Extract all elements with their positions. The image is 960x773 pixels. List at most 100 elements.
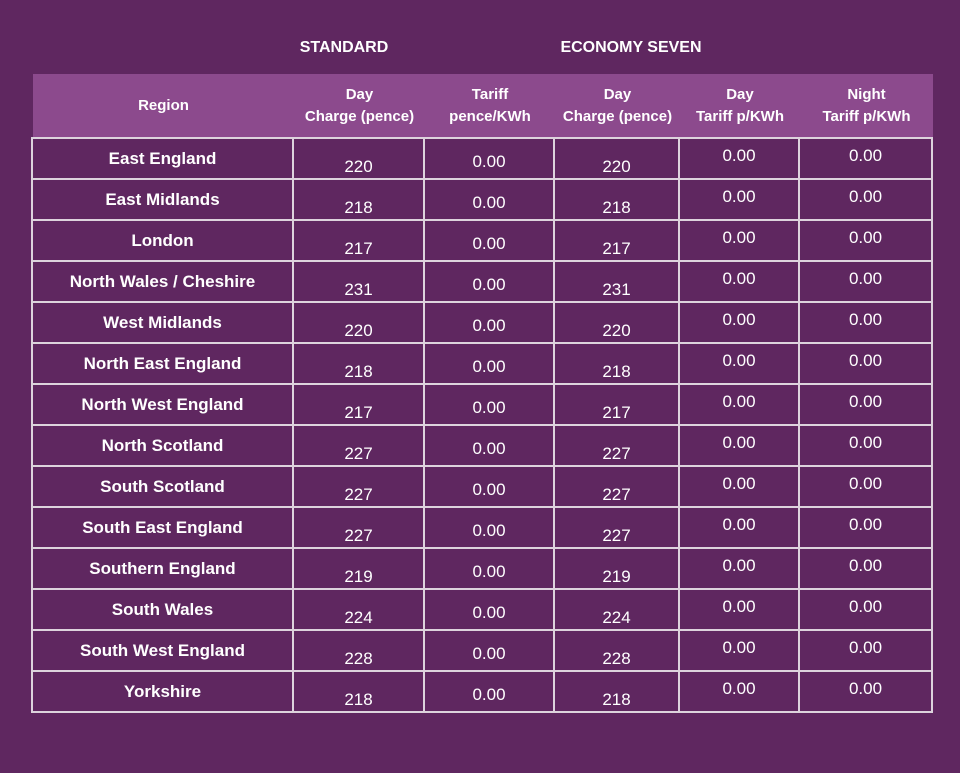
table-cell: 0.00: [423, 588, 555, 631]
region-name: South Wales: [111, 600, 214, 619]
table-cell: 0.00: [798, 588, 933, 631]
table-cell: 219: [292, 547, 425, 590]
cell-value: 0.00: [722, 187, 756, 206]
table-cell: 0.00: [423, 260, 555, 303]
table-cell: 219: [553, 547, 680, 590]
cell-value: 0.00: [472, 644, 506, 663]
header-band: [33, 74, 933, 137]
table-cell: 218: [292, 178, 425, 221]
cell-value: 0.00: [722, 515, 756, 534]
cell-value: 227: [344, 485, 373, 504]
column-header: Night Tariff p/KWh: [822, 85, 911, 125]
cell-value: 0.00: [722, 351, 756, 370]
table-cell: 0.00: [798, 260, 933, 303]
region-name: Yorkshire: [123, 682, 202, 701]
table-cell: 218: [553, 342, 680, 385]
cell-value: 0.00: [848, 474, 883, 493]
table-cell: 0.00: [423, 301, 555, 344]
table-cell: Southern England: [31, 547, 294, 590]
table-cell: 218: [553, 670, 680, 713]
cell-value: 0.00: [472, 152, 506, 171]
cell-value: 0.00: [848, 638, 883, 657]
cell-value: 231: [344, 280, 373, 299]
table-cell: West Midlands: [31, 301, 294, 344]
table-cell: 224: [292, 588, 425, 631]
cell-value: 0.00: [722, 638, 756, 657]
cell-value: 0.00: [722, 556, 756, 575]
table-cell: 220: [292, 137, 425, 180]
cell-value: 218: [602, 690, 631, 709]
cell-value: 0.00: [848, 392, 883, 411]
cell-value: 0.00: [848, 269, 883, 288]
region-name: North West England: [81, 395, 244, 414]
cell-value: 218: [602, 198, 631, 217]
cell-value: 0.00: [722, 310, 756, 329]
cell-value: 0.00: [722, 474, 756, 493]
table-cell: 0.00: [798, 383, 933, 426]
cell-value: 0.00: [722, 269, 756, 288]
table-cell: 0.00: [423, 137, 555, 180]
cell-value: 218: [344, 362, 373, 381]
cell-value: 0.00: [848, 433, 883, 452]
column-header: Region: [138, 96, 189, 114]
cell-value: 231: [602, 280, 631, 299]
cell-value: 219: [602, 567, 631, 586]
table-cell: South West England: [31, 629, 294, 672]
cell-value: 220: [344, 321, 373, 340]
cell-value: 220: [602, 321, 631, 340]
table-cell: 217: [553, 383, 680, 426]
table-cell: 227: [292, 424, 425, 467]
table-cell: London: [31, 219, 294, 262]
cell-value: 0.00: [848, 228, 883, 247]
group-header: STANDARD: [299, 39, 389, 56]
table-cell: 228: [292, 629, 425, 672]
table-cell: 0.00: [423, 424, 555, 467]
cell-value: 0.00: [472, 234, 506, 253]
cell-value: 228: [602, 649, 631, 668]
table-cell: Yorkshire: [31, 670, 294, 713]
table-cell: 0.00: [423, 383, 555, 426]
table-cell: 220: [553, 301, 680, 344]
region-name: North Wales / Cheshire: [69, 272, 256, 291]
table-cell: North Wales / Cheshire: [31, 260, 294, 303]
cell-value: 217: [602, 403, 631, 422]
table-cell: 0.00: [678, 629, 800, 672]
cell-value: 0.00: [848, 310, 883, 329]
table-cell: 220: [553, 137, 680, 180]
cell-value: 0.00: [472, 480, 506, 499]
table-cell: 0.00: [678, 670, 800, 713]
cell-value: 0.00: [848, 351, 883, 370]
table-cell: 0.00: [423, 629, 555, 672]
table-cell: 0.00: [798, 670, 933, 713]
column-header: Tariff pence/KWh: [449, 85, 531, 125]
region-name: Southern England: [89, 559, 236, 578]
region-name: East England: [108, 149, 217, 168]
table-cell: 224: [553, 588, 680, 631]
table-cell: South Wales: [31, 588, 294, 631]
table-cell: 0.00: [798, 629, 933, 672]
cell-value: 0.00: [722, 679, 756, 698]
table-cell: 0.00: [678, 260, 800, 303]
table-cell: 0.00: [678, 342, 800, 385]
cell-value: 227: [602, 526, 631, 545]
table-cell: 218: [553, 178, 680, 221]
table-cell: 0.00: [423, 342, 555, 385]
region-name: London: [131, 231, 194, 250]
table-cell: 217: [292, 383, 425, 426]
region-name: East Midlands: [105, 190, 220, 209]
column-header: Day Charge (pence): [304, 85, 415, 125]
cell-value: 227: [602, 485, 631, 504]
table-cell: North Scotland: [31, 424, 294, 467]
cell-value: 228: [344, 649, 373, 668]
cell-value: 0.00: [472, 193, 506, 212]
cell-value: 224: [602, 608, 631, 627]
table-cell: 0.00: [798, 465, 933, 508]
cell-value: 217: [344, 239, 373, 258]
table-cell: 0.00: [678, 506, 800, 549]
table-cell: North East England: [31, 342, 294, 385]
table-cell: 0.00: [423, 465, 555, 508]
table-cell: 0.00: [423, 670, 555, 713]
table-cell: 227: [292, 465, 425, 508]
table-cell: South Scotland: [31, 465, 294, 508]
cell-value: 0.00: [472, 685, 506, 704]
